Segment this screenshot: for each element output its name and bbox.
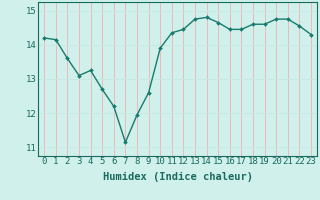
X-axis label: Humidex (Indice chaleur): Humidex (Indice chaleur) [103,172,252,182]
